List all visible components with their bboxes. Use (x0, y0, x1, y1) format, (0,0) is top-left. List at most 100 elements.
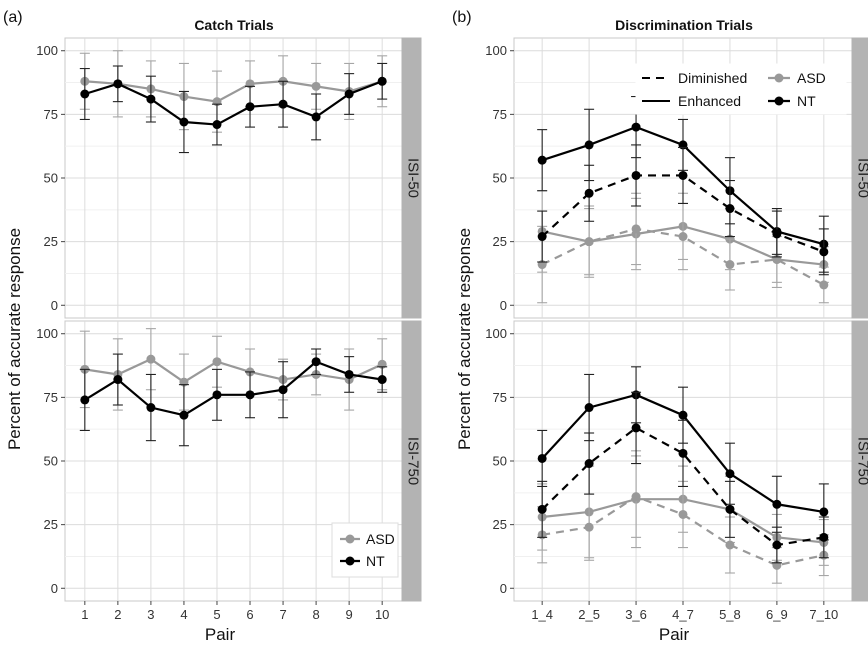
legend-key-point (345, 556, 355, 566)
legend-label: ASD (366, 531, 395, 547)
legend-label: Diminished (678, 70, 747, 86)
x-tick-label: 2 (114, 607, 121, 622)
data-point (678, 509, 688, 519)
data-point (631, 492, 641, 502)
y-tick-label: 0 (500, 581, 507, 596)
data-point (245, 102, 255, 112)
x-tick-label: 5_8 (719, 607, 741, 622)
data-point (377, 76, 387, 86)
y-tick-label: 50 (44, 171, 58, 186)
data-point (584, 188, 594, 198)
x-tick-label: 9 (346, 607, 353, 622)
data-point (146, 403, 156, 413)
facet-strip (401, 37, 422, 319)
series-asd-diminished (537, 192, 829, 304)
data-point (311, 357, 321, 367)
series-line (84, 360, 383, 417)
panel-title-b: Discrimination Trials (615, 17, 753, 33)
y-tick-label: 100 (36, 43, 58, 58)
series-line (84, 80, 383, 103)
data-point (179, 410, 189, 420)
x-tick-label: 10 (375, 607, 389, 622)
data-point (212, 390, 222, 400)
series-line (84, 357, 383, 384)
series-line (84, 80, 383, 126)
data-point (584, 140, 594, 150)
data-point (584, 522, 594, 532)
facet-strip-label: ISI-50 (405, 158, 422, 198)
series-nt-diminished (537, 391, 829, 564)
data-point (113, 79, 123, 89)
data-point (725, 504, 735, 514)
data-point (311, 112, 321, 122)
x-tick-label: 7_10 (809, 607, 838, 622)
legend-key-point (345, 534, 355, 544)
y-tick-label: 0 (51, 298, 58, 313)
y-axis-title-b: Percent of accurate response (455, 228, 474, 450)
data-point (278, 99, 288, 109)
x-tick-label: 3_6 (625, 607, 647, 622)
data-point (725, 204, 735, 214)
facet-strip-label: ISI-750 (405, 437, 422, 485)
legend-key-point (774, 96, 784, 106)
legend-box (331, 522, 399, 578)
y-tick-label: 50 (493, 454, 507, 469)
data-point (772, 229, 782, 239)
y-tick-label: 25 (44, 234, 58, 249)
data-point (537, 155, 547, 165)
legend-a: ASD NT (331, 522, 399, 578)
legend-label: NT (366, 553, 385, 569)
data-point (631, 224, 641, 234)
y-tick-label: 75 (44, 390, 58, 405)
facet-strip-label: ISI-750 (855, 437, 868, 485)
data-point (537, 504, 547, 514)
y-tick-label: 25 (44, 517, 58, 532)
x-tick-label: 6 (246, 607, 253, 622)
x-tick-label: 4 (180, 607, 187, 622)
data-point (179, 117, 189, 127)
data-point (725, 540, 735, 550)
data-point (819, 532, 829, 542)
data-point (146, 94, 156, 104)
data-point (725, 260, 735, 270)
panel-title-a: Catch Trials (194, 17, 274, 33)
data-point (584, 237, 594, 247)
x-tick-label: 1_4 (531, 607, 553, 622)
y-tick-label: 25 (493, 234, 507, 249)
panel-letter-a: (a) (3, 9, 23, 26)
legend-label: ASD (797, 70, 826, 86)
data-point (772, 499, 782, 509)
x-tick-label: 5 (213, 607, 220, 622)
facet-strip (851, 37, 868, 319)
data-point (311, 81, 321, 91)
legend-label: Enhanced (678, 93, 741, 109)
data-point (537, 232, 547, 242)
series-nt (79, 348, 388, 447)
data-point (584, 403, 594, 413)
facet-a-isi-50: 0 25 50 75 100 ISI-50 (36, 37, 422, 319)
data-point (631, 423, 641, 433)
data-point (377, 375, 387, 385)
data-point (80, 89, 90, 99)
legend-key-point (774, 73, 784, 83)
x-tick-label: 1 (81, 607, 88, 622)
legend-box (635, 63, 847, 115)
data-point (278, 385, 288, 395)
panel-letter-b: (b) (452, 9, 472, 26)
legend-b: Diminished Enhanced ASD NT (635, 63, 847, 115)
x-tick-label: 2_5 (578, 607, 600, 622)
y-tick-label: 75 (493, 390, 507, 405)
facet-strip (851, 320, 868, 602)
data-point (537, 453, 547, 463)
data-point (725, 469, 735, 479)
data-point (212, 357, 222, 367)
data-point (146, 354, 156, 364)
x-tick-label: 4_7 (672, 607, 694, 622)
x-axis-title-b: Pair (659, 625, 690, 644)
y-tick-label: 50 (44, 454, 58, 469)
data-point (212, 120, 222, 130)
y-axis-title-a: Percent of accurate response (5, 228, 24, 450)
legend-label: NT (797, 93, 816, 109)
